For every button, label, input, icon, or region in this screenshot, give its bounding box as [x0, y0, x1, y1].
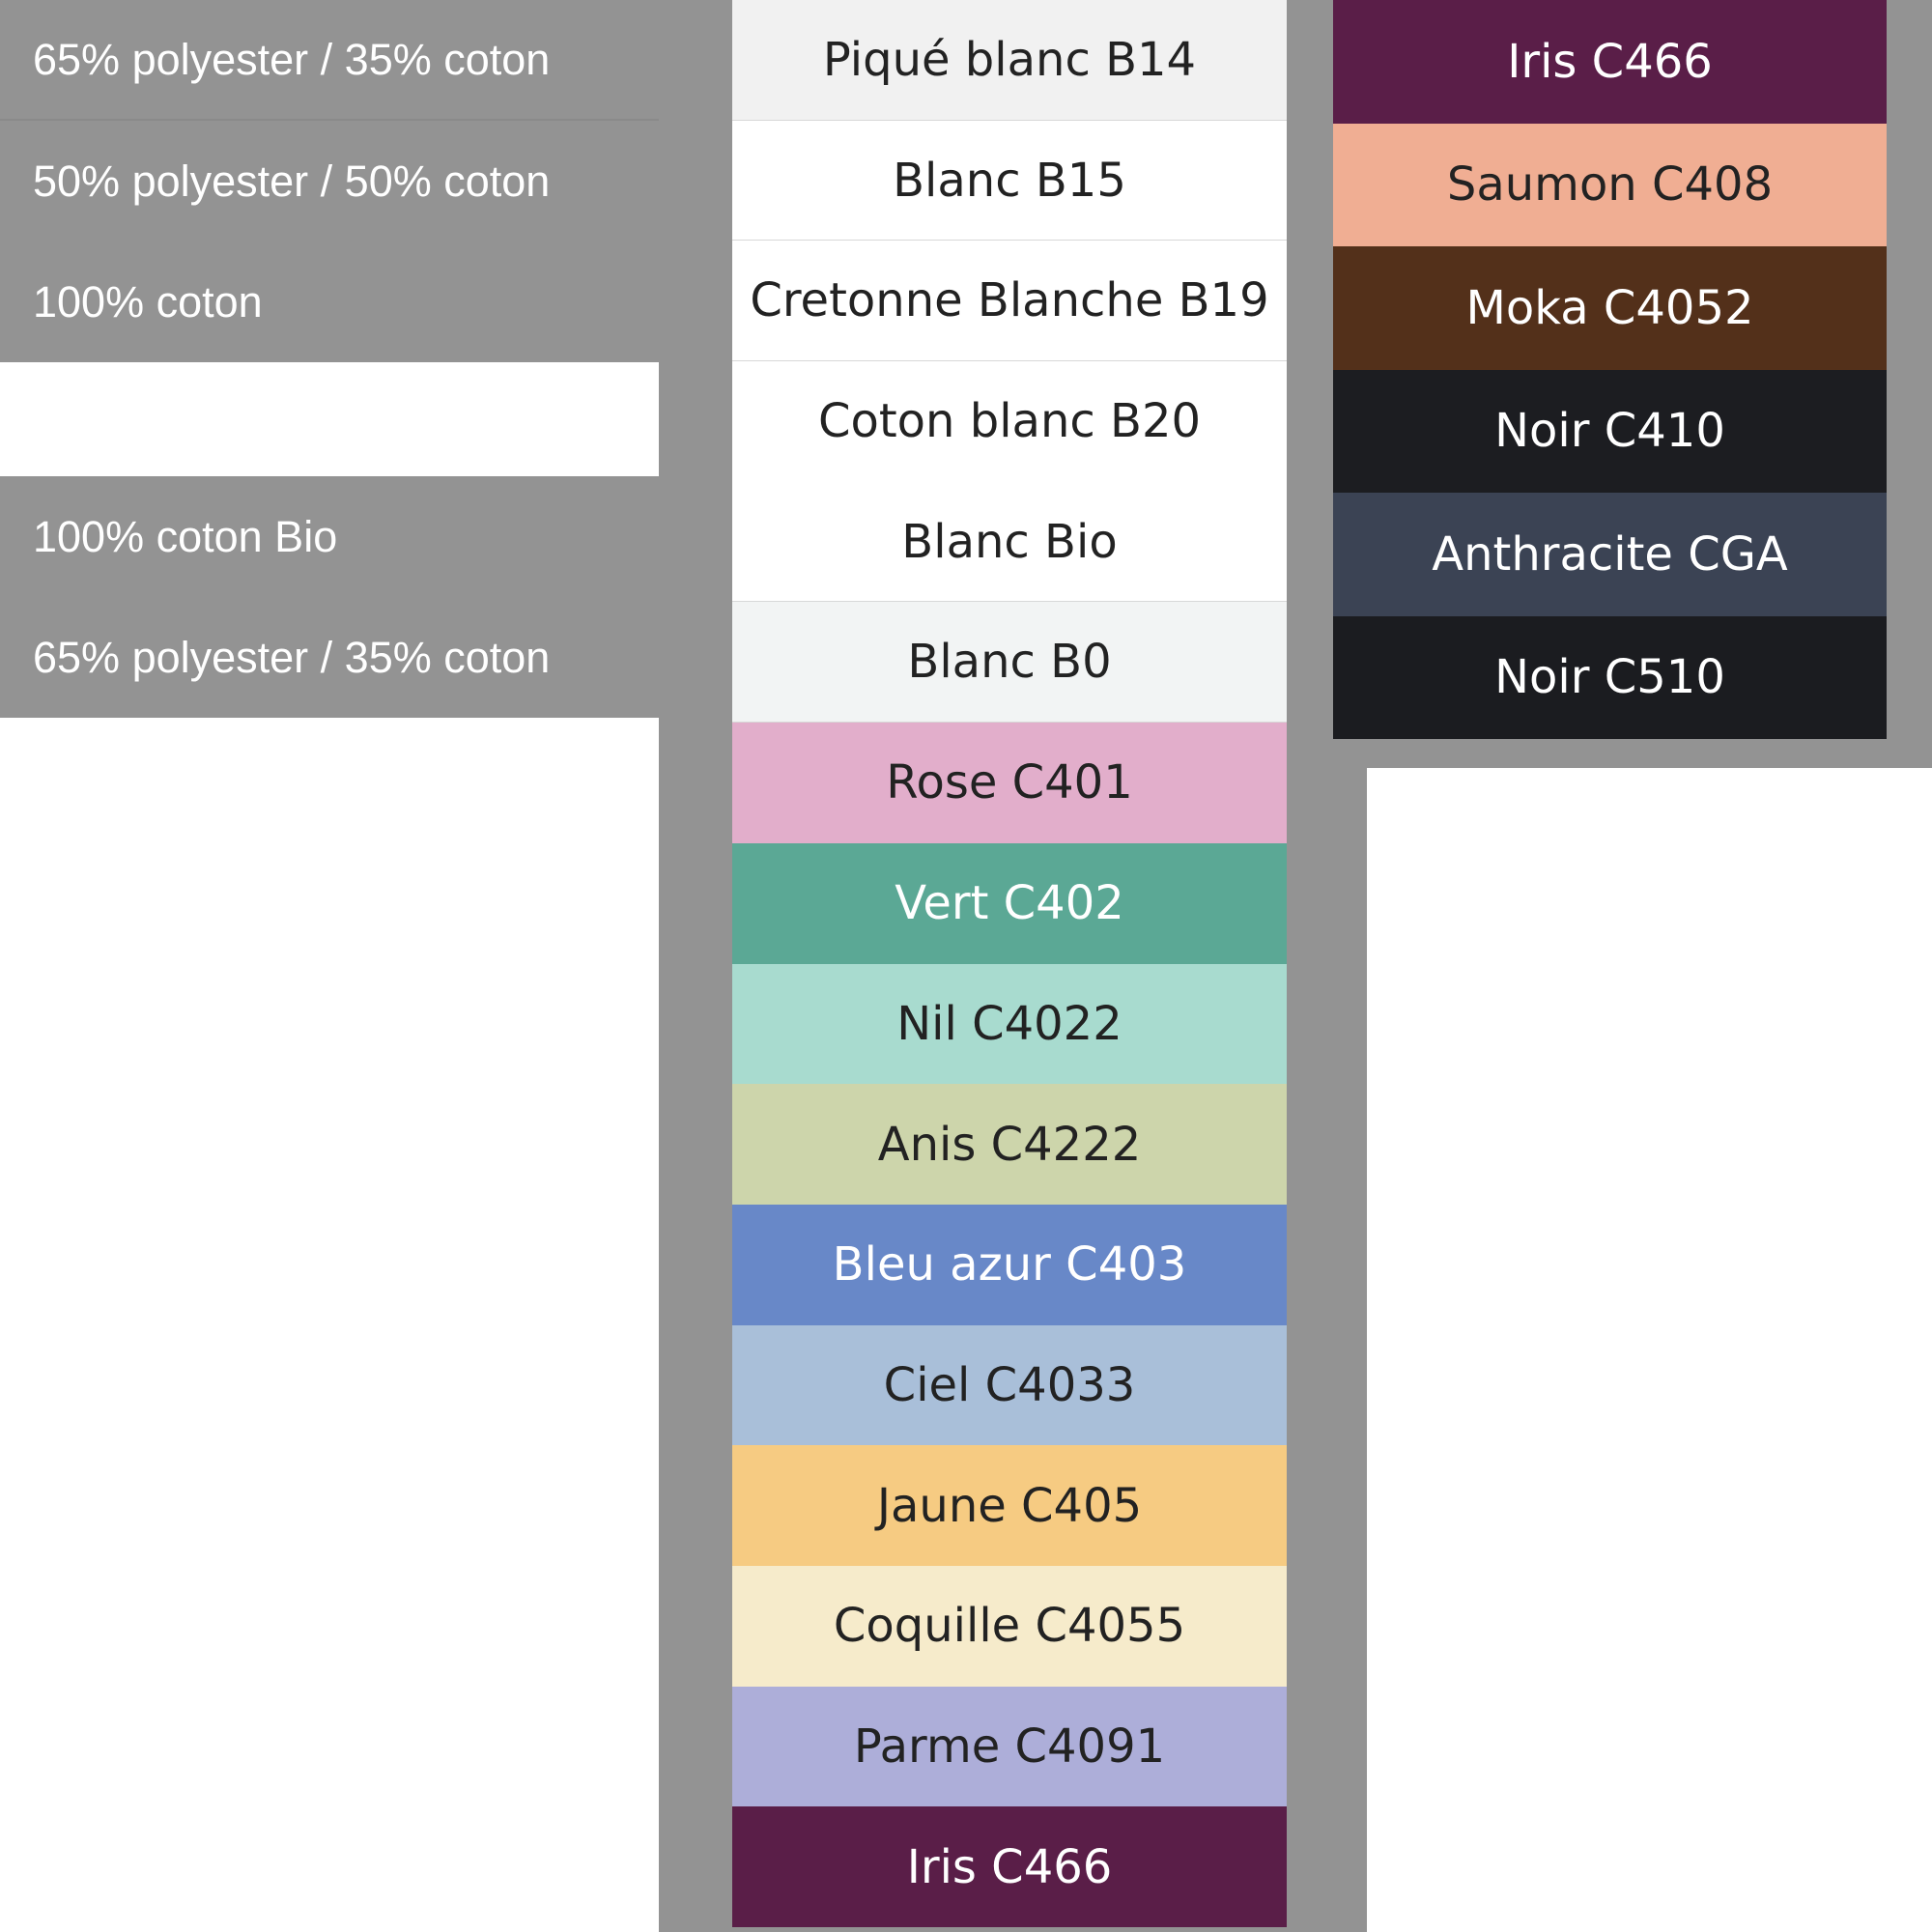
color-swatch-label: Moka C4052 — [1465, 280, 1754, 335]
fabric-label: 50% polyester / 50% coton — [33, 156, 551, 206]
color-swatch-list-secondary: Iris C466 Saumon C408 Moka C4052 Noir C410 A… — [1333, 0, 1887, 739]
color-swatch-list: Piqué blanc B14 Blanc B15 Cretonne Blanche… — [732, 0, 1287, 1927]
color-swatch[interactable]: Bleu azur C403 — [732, 1204, 1287, 1325]
color-swatch-label: Blanc Bio — [901, 514, 1118, 569]
color-swatch-label: Nil C4022 — [896, 996, 1122, 1051]
color-swatch[interactable]: Iris C466 — [1333, 0, 1887, 124]
fabric-composition-list: 65% polyester / 35% coton 50% polyester … — [0, 0, 659, 718]
color-swatch[interactable]: Piqué blanc B14 — [732, 0, 1287, 121]
color-swatch[interactable]: Cretonne Blanche B19 — [732, 241, 1287, 362]
fabric-row-empty — [0, 362, 659, 476]
color-swatch[interactable]: Anthracite CGA — [1333, 493, 1887, 616]
color-swatch-label: Coton blanc B20 — [817, 394, 1202, 449]
color-swatch[interactable]: Saumon C408 — [1333, 123, 1887, 246]
color-swatch[interactable]: Coton blanc B20 — [732, 361, 1287, 482]
color-swatch[interactable]: Coquille C4055 — [732, 1565, 1287, 1687]
color-swatch-label: Parme C4091 — [853, 1719, 1166, 1774]
color-swatch-label: Anis C4222 — [877, 1117, 1142, 1172]
fabric-label: 100% coton — [33, 276, 263, 327]
color-swatch[interactable]: Iris C466 — [732, 1806, 1287, 1927]
fabric-row[interactable]: 65% polyester / 35% coton — [0, 0, 659, 121]
color-swatch[interactable]: Blanc B0 — [732, 602, 1287, 724]
color-swatch[interactable]: Rose C401 — [732, 723, 1287, 843]
color-swatch-label: Coquille C4055 — [833, 1599, 1186, 1654]
color-swatch[interactable]: Ciel C4033 — [732, 1324, 1287, 1446]
color-swatch-label: Iris C466 — [1507, 34, 1713, 89]
color-swatch[interactable]: Noir C510 — [1333, 615, 1887, 739]
color-swatch-label: Jaune C405 — [876, 1478, 1143, 1533]
fabric-label: 100% coton Bio — [33, 511, 338, 561]
color-swatch[interactable]: Moka C4052 — [1333, 246, 1887, 370]
color-swatch-label: Anthracite CGA — [1432, 526, 1788, 582]
color-swatch[interactable]: Parme C4091 — [732, 1686, 1287, 1807]
color-swatch-label: Noir C410 — [1494, 404, 1725, 459]
fabric-label: 65% polyester / 35% coton — [33, 632, 551, 682]
color-swatch-label: Blanc B0 — [907, 635, 1112, 690]
color-swatch-label: Rose C401 — [886, 755, 1133, 810]
fabric-row[interactable]: 100% coton — [0, 242, 659, 362]
color-swatch-label: Vert C402 — [895, 876, 1124, 931]
color-swatch-label: Iris C466 — [906, 1839, 1113, 1894]
fabric-row[interactable]: 50% polyester / 50% coton — [0, 121, 659, 242]
color-swatch[interactable]: Jaune C405 — [732, 1445, 1287, 1566]
color-swatch-label: Piqué blanc B14 — [822, 32, 1197, 87]
color-swatch-label: Bleu azur C403 — [832, 1237, 1187, 1293]
color-swatch-label: Blanc B15 — [893, 153, 1126, 208]
color-swatch[interactable]: Nil C4022 — [732, 963, 1287, 1085]
color-swatch[interactable]: Vert C402 — [732, 842, 1287, 964]
fabric-label: 65% polyester / 35% coton — [33, 34, 551, 84]
color-swatch[interactable]: Anis C4222 — [732, 1084, 1287, 1205]
color-swatch[interactable]: Blanc B15 — [732, 120, 1287, 242]
color-swatch-label: Cretonne Blanche B19 — [750, 273, 1269, 328]
color-swatch[interactable]: Noir C410 — [1333, 369, 1887, 493]
fabric-row[interactable]: 100% coton Bio — [0, 476, 659, 597]
fabric-row[interactable]: 65% polyester / 35% coton — [0, 597, 659, 718]
color-swatch[interactable]: Blanc Bio — [732, 481, 1287, 603]
color-swatch-label: Noir C510 — [1494, 650, 1725, 705]
color-swatch-label: Saumon C408 — [1446, 157, 1774, 213]
color-swatch-label: Ciel C4033 — [883, 1357, 1136, 1412]
